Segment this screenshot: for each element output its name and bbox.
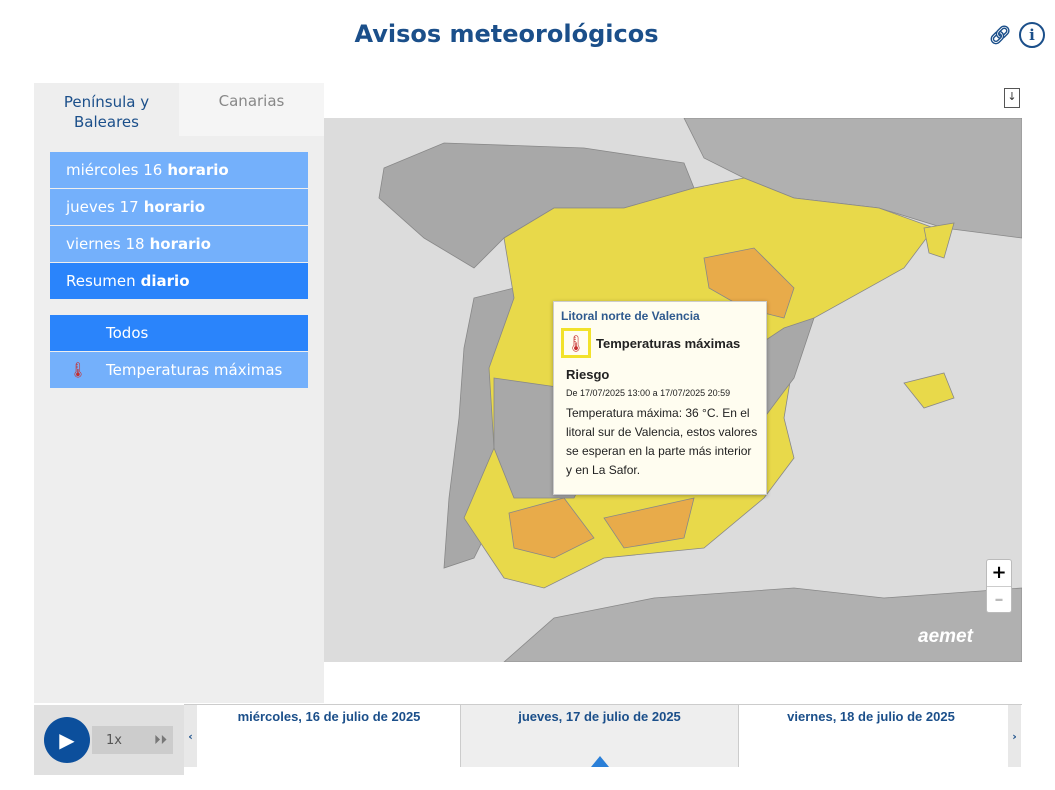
timeline-next-button[interactable]: › xyxy=(1008,705,1021,767)
day-item-wednesday[interactable]: miércoles 16 horario xyxy=(50,152,308,188)
tooltip-zone: Litoral norte de Valencia xyxy=(561,309,700,323)
tab-canarias[interactable]: Canarias xyxy=(179,83,324,136)
day-item-friday[interactable]: viernes 18 horario xyxy=(50,226,308,262)
timeline-prev-button[interactable]: ‹ xyxy=(184,705,197,767)
download-icon[interactable]: ↓ xyxy=(1004,88,1020,108)
day-item-thursday[interactable]: jueves 17 horario xyxy=(50,189,308,225)
zoom-control: + – xyxy=(986,559,1012,613)
tooltip-description: Temperatura máxima: 36 °C. En el litoral… xyxy=(566,406,758,477)
zoom-out-button[interactable]: – xyxy=(987,586,1011,612)
page-title: Avisos meteorológicos xyxy=(354,20,659,48)
play-button[interactable]: ▶ xyxy=(44,717,90,763)
timeline-day[interactable]: viernes, 18 de julio de 2025 xyxy=(787,709,955,724)
link-icon[interactable]: 🔗︎ xyxy=(988,24,1012,46)
catalonia-tip xyxy=(923,222,955,259)
aemet-logo: aemet xyxy=(918,626,973,647)
baleares xyxy=(903,372,955,409)
info-icon[interactable]: i xyxy=(1019,22,1045,48)
tab-peninsula[interactable]: Península y Baleares xyxy=(34,83,179,136)
tooltip-level: Riesgo xyxy=(566,367,610,382)
tooltip-type: Temperaturas máximas xyxy=(596,335,741,351)
timeline-day-selected[interactable]: jueves, 17 de julio de 2025 xyxy=(460,705,739,767)
current-marker-icon xyxy=(590,756,609,767)
warning-tooltip: Litoral norte de Valencia 🌡︎ Temperatura… xyxy=(553,301,767,495)
sidebar: Península y Baleares Canarias miércoles … xyxy=(34,83,324,703)
timeline: ‹ miércoles, 16 de julio de 2025 jueves,… xyxy=(184,704,1022,767)
fast-forward-icon[interactable]: ⏵⏵ xyxy=(154,732,167,748)
speed-control[interactable]: 1x ⏵⏵ xyxy=(92,726,173,754)
filter-all[interactable]: Todos xyxy=(50,315,308,351)
orange-andalucia xyxy=(508,497,595,559)
tooltip-date: De 17/07/2025 13:00 a 17/07/2025 20:59 xyxy=(566,388,731,398)
thermometer-icon: 🌡︎ xyxy=(68,361,88,379)
zoom-in-button[interactable]: + xyxy=(991,562,1007,583)
filter-max-temperature[interactable]: 🌡︎ Temperaturas máximas xyxy=(50,352,308,388)
africa-land xyxy=(503,587,1022,662)
play-icon: ▶ xyxy=(59,728,75,752)
thermometer-icon: 🌡︎ xyxy=(561,328,591,358)
timeline-day[interactable]: miércoles, 16 de julio de 2025 xyxy=(237,709,421,724)
orange-jaen xyxy=(603,497,695,549)
player: ▶ 1x ⏵⏵ xyxy=(34,705,184,775)
day-item-summary[interactable]: Resumen diario xyxy=(50,263,308,299)
orange-aragon xyxy=(703,247,795,319)
